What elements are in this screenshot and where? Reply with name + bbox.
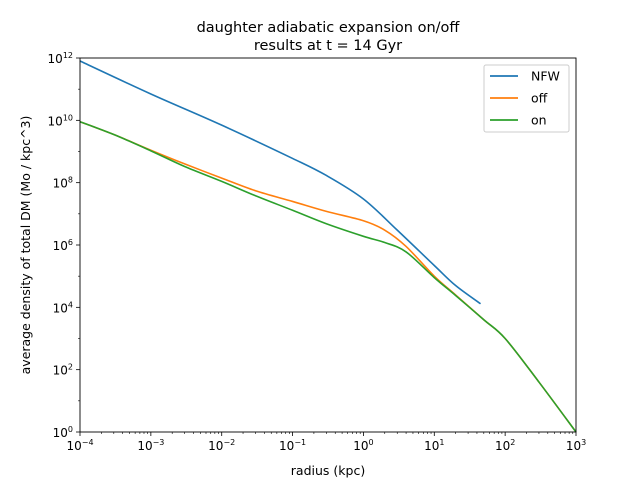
chart-subtitle: results at t = 14 Gyr [254, 38, 402, 54]
y-tick-label: 108 [53, 176, 73, 191]
series-line-off [79, 121, 577, 433]
legend-label-on: on [531, 113, 547, 128]
y-axis-ticks: 100 102 104 106 108 1010 1012 [48, 51, 80, 440]
legend-label-nfw: NFW [531, 69, 560, 84]
plot-frame [79, 57, 577, 433]
y-tick-label: 104 [53, 300, 73, 315]
x-tick-label: 102 [495, 438, 515, 453]
x-tick-label: 10−3 [137, 438, 164, 453]
plot-lines [79, 60, 577, 433]
x-tick-label: 100 [353, 438, 373, 453]
series-line-nfw [79, 60, 482, 305]
y-tick-label: 106 [53, 238, 73, 253]
legend-label-off: off [531, 91, 548, 106]
x-tick-label: 101 [424, 438, 444, 453]
y-tick-label: 1010 [48, 113, 73, 128]
x-tick-label: 10−4 [66, 438, 93, 453]
y-axis-label: average density of total DM (Mo / kpc^3) [18, 116, 33, 375]
legend: NFW off on [483, 64, 570, 133]
y-tick-label: 102 [53, 363, 73, 378]
series-line-on [79, 121, 577, 433]
x-axis-ticks: 10−4 10−3 10−2 10−1 100 101 102 103 [66, 432, 586, 453]
y-tick-label: 100 [53, 425, 73, 440]
x-tick-label: 10−2 [208, 438, 235, 453]
x-axis-label: radius (kpc) [291, 463, 365, 478]
y-tick-label: 1012 [48, 51, 73, 66]
x-tick-label: 10−1 [279, 438, 306, 453]
x-tick-label: 103 [566, 438, 586, 453]
legend-box [483, 64, 570, 133]
chart-title: daughter adiabatic expansion on/off [197, 20, 461, 36]
